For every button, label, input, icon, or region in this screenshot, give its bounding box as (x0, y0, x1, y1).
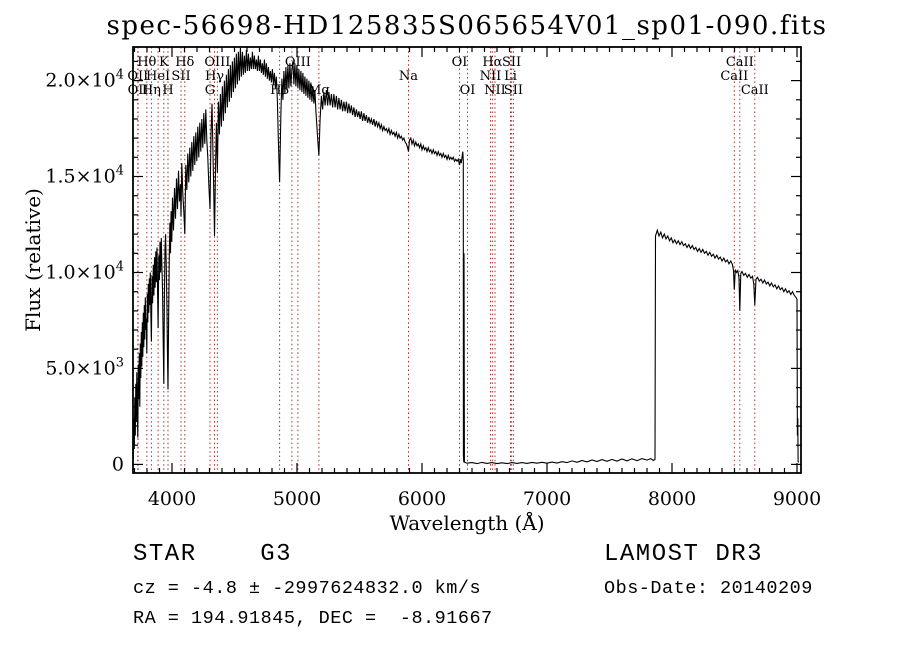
spectral-line-label: NII (480, 69, 502, 84)
spectral-line-label: Li (504, 69, 517, 84)
x-tick-label: 5000 (273, 488, 321, 510)
axis-tick-labels: 4000 5000 6000 7000 8000 9000 0 5.0×103 1.0×104 1… (45, 68, 821, 510)
spectral-line-label: Hδ (175, 55, 194, 70)
y-tick-label: 0 (112, 453, 124, 475)
x-tick-label: 4000 (148, 488, 196, 510)
obs-date-label: Obs-Date: 20140209 (604, 578, 813, 599)
spectral-line-label: Hγ (205, 69, 224, 84)
spectral-line-label: HeI (146, 69, 170, 84)
y-tick-label: 1.0×104 (45, 260, 124, 284)
y-tick-label: 2.0×104 (45, 68, 124, 92)
spectral-line-label: OIII (285, 55, 311, 70)
spectrum-curve-group (132, 47, 800, 465)
spectral-line-label: OI (460, 83, 476, 98)
spectral-line-markers (137, 47, 756, 473)
cz-value-line: cz = -4.8 ± -2997624832.0 km/s (133, 578, 482, 599)
object-class-label: STAR G3 (133, 541, 293, 568)
spectral-line-label: OIII (204, 55, 230, 70)
survey-label: LAMOST DR3 (604, 541, 764, 568)
spectrum-curve (132, 47, 800, 465)
spectral-line-label: SII (171, 69, 190, 84)
spectral-line-label: SII (504, 83, 523, 98)
spectral-line-label: Hθ (137, 55, 156, 70)
spectral-line-label: SII (502, 55, 521, 70)
x-tick-label: 7000 (523, 488, 571, 510)
plot-frame-group (132, 46, 802, 474)
spectral-line-label: K (159, 55, 169, 70)
ra-dec-line: RA = 194.91845, DEC = -8.91667 (133, 608, 493, 629)
spectral-line-label: Hα (482, 55, 502, 70)
axis-ticks (133, 47, 801, 473)
y-tick-label: 5.0×103 (45, 355, 124, 379)
spectral-line-label: H (162, 83, 173, 98)
spectral-line-label: Na (399, 69, 418, 84)
plot-frame (132, 46, 802, 474)
x-axis-label: Wavelength (Å) (389, 510, 544, 535)
spectral-line-label: OI (452, 55, 468, 70)
spectral-line-label: G (205, 83, 215, 98)
spectral-line-label: CaII (720, 69, 748, 84)
spectral-line-label: NII (484, 83, 506, 98)
spectral-line-label: CaII (741, 83, 769, 98)
spectral-line-label: CaII (726, 55, 754, 70)
x-tick-label: 9000 (773, 488, 821, 510)
spectral-line-label: Hη (142, 83, 161, 98)
plot-title: spec-56698-HD125835S065654V01_sp01-090.f… (107, 11, 828, 41)
x-tick-label: 8000 (648, 488, 696, 510)
x-tick-label: 6000 (398, 488, 446, 510)
y-tick-label: 1.5×104 (45, 164, 124, 188)
y-axis-label: Flux (relative) (21, 188, 45, 332)
